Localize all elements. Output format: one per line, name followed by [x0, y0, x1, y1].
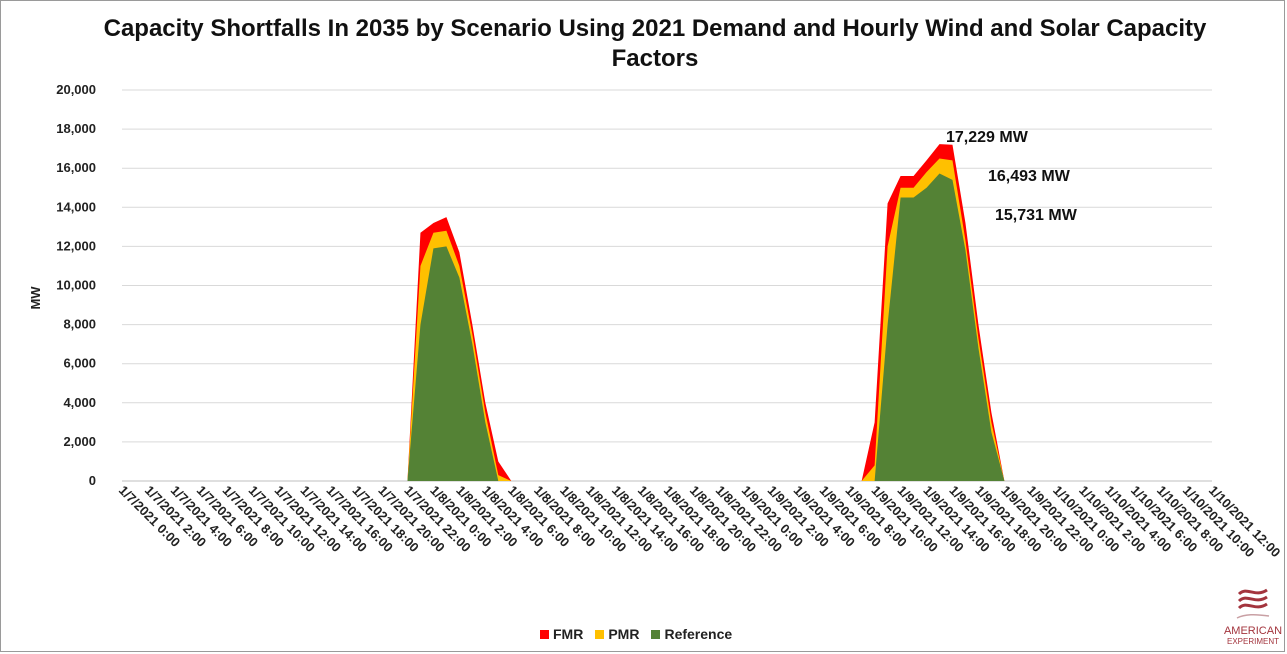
- legend-swatch-reference: [651, 629, 661, 639]
- y-tick-labels: 0 2,000 4,000 6,000 8,000 10,000 12,000 14,000 1…: [56, 82, 96, 488]
- series-areas: [122, 144, 1212, 482]
- y-tick-label: 20,000: [56, 82, 96, 97]
- annotation-pmr-peak: 16,493 MW: [988, 168, 1071, 185]
- legend-label-reference: Reference: [664, 626, 733, 642]
- y-tick-label: 18,000: [56, 121, 96, 136]
- y-tick-label: 6,000: [63, 356, 96, 371]
- annotation-reference-peak: 15,731 MW: [995, 207, 1078, 224]
- area-fmr: [122, 144, 1212, 482]
- legend-item-pmr: PMR: [595, 626, 639, 642]
- flag-wave-icon: [1236, 588, 1270, 619]
- legend-item-fmr: FMR: [540, 626, 583, 642]
- y-tick-label: 0: [89, 473, 96, 488]
- y-tick-label: 12,000: [56, 238, 96, 253]
- y-tick-label: 2,000: [63, 434, 96, 449]
- area-reference: [122, 173, 1212, 481]
- logo-text-experiment: EXPERIMENT: [1226, 637, 1279, 646]
- y-tick-label: 16,000: [56, 160, 96, 175]
- american-experiment-logo: AMERICAN EXPERIMENT: [1223, 584, 1283, 648]
- y-tick-label: 10,000: [56, 278, 96, 293]
- legend-label-fmr: FMR: [553, 626, 584, 642]
- legend-label-pmr: PMR: [608, 626, 640, 642]
- legend-swatch-fmr: [540, 629, 549, 639]
- x-tick-labels: 1/7/2021 0:001/7/2021 2:001/7/2021 4:001…: [116, 483, 1284, 561]
- chart-legend: FMR PMR Reference: [540, 626, 732, 642]
- y-axis-label: MW: [28, 286, 43, 310]
- y-tick-label: 4,000: [63, 395, 96, 410]
- logo-text-american: AMERICAN: [1223, 625, 1283, 637]
- legend-item-reference: Reference: [651, 626, 732, 642]
- y-tick-label: 14,000: [56, 199, 96, 214]
- grid-lines: [122, 89, 1212, 482]
- chart-title: Capacity Shortfalls In 2035 by Scenario …: [103, 15, 1207, 72]
- legend-swatch-pmr: [595, 629, 605, 639]
- y-tick-label: 8,000: [63, 317, 96, 332]
- annotation-fmr-peak: 17,229 MW: [946, 129, 1029, 146]
